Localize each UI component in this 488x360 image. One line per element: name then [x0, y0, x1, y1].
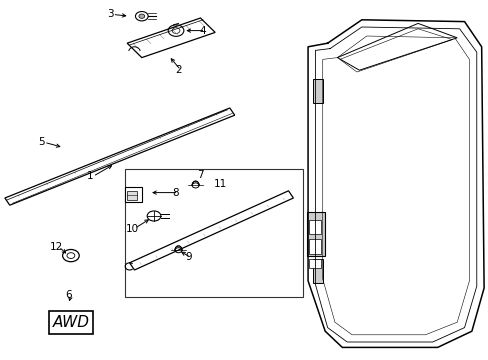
Bar [308, 259, 321, 268]
Bar [127, 191, 137, 200]
Text: 3: 3 [106, 9, 113, 19]
Bar [124, 169, 303, 297]
Text: 10: 10 [125, 224, 138, 234]
Bar [308, 220, 321, 234]
Text: 2: 2 [175, 65, 182, 75]
Bar [306, 212, 325, 256]
Bar [124, 187, 142, 202]
Text: 11: 11 [213, 179, 226, 189]
Text: 6: 6 [65, 290, 72, 300]
Text: 4: 4 [199, 26, 206, 36]
Polygon shape [312, 259, 322, 283]
Text: 5: 5 [38, 137, 45, 147]
Text: 7: 7 [197, 170, 203, 180]
Text: 9: 9 [184, 252, 191, 262]
Text: 12: 12 [49, 242, 63, 252]
Text: 8: 8 [172, 188, 179, 198]
Text: AWD: AWD [52, 315, 89, 330]
Bar [308, 239, 321, 254]
Polygon shape [312, 79, 322, 103]
Text: 1: 1 [87, 171, 94, 181]
Circle shape [139, 14, 144, 18]
